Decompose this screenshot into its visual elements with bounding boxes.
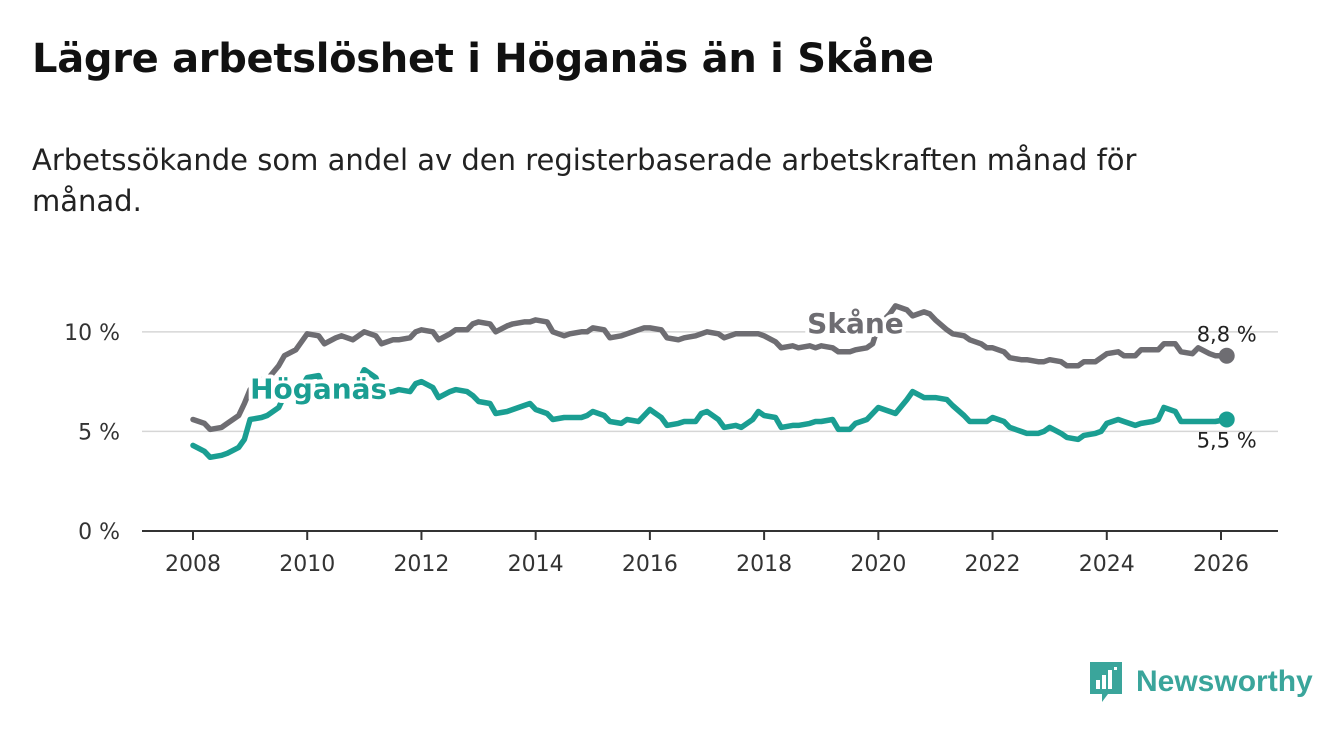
x-tick-label: 2010 [279,552,335,577]
brand-name: Newsworthy [1136,665,1313,698]
end-value-label: 8,8 % [1197,323,1257,347]
x-tick-label: 2018 [736,552,792,577]
x-tick-label: 2022 [965,552,1021,577]
series-name-label: Höganäs [250,373,387,406]
x-tick-label: 2016 [622,552,678,577]
x-tick-label: 2026 [1193,552,1249,577]
x-tick-label: 2014 [508,552,564,577]
newsworthy-logo: Newsworthy [1088,660,1313,704]
x-tick-label: 2008 [165,552,221,577]
series-lines [190,303,1235,461]
axes: 0 % 5 % 10 % 2008 2010 2012 2014 2016 2018 2020 20… [64,321,1278,577]
x-tick-label: 2012 [393,552,449,577]
y-tick-label: 10 % [64,321,120,346]
newsworthy-logo-icon [1090,662,1122,702]
chart-subtitle: Arbetssökande som andel av den registerb… [32,143,1137,218]
x-tick-label: 2020 [850,552,906,577]
chart-title: Lägre arbetslöshet i Höganäs än i Skåne [32,36,934,82]
end-point-marker [1218,411,1235,428]
y-tick-label: 0 % [78,520,120,545]
x-tick-label: 2024 [1079,552,1135,577]
series-name-label: Skåne [807,307,904,340]
series-labels: 8,8 % Skåne 5,5 % Höganäs [246,303,1257,453]
end-point-marker [1218,347,1235,364]
y-tick-label: 5 % [78,420,120,445]
series-line-hoganas [190,366,1230,461]
series-line-skane [190,303,1230,433]
end-value-label: 5,5 % [1197,428,1257,452]
